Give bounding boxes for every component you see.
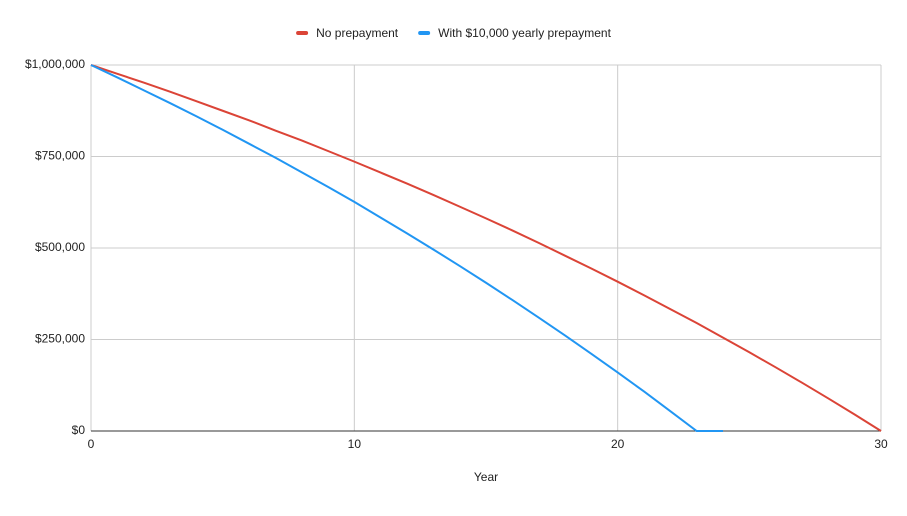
legend-swatch (418, 31, 431, 35)
x-tick-label: 20 (611, 437, 625, 451)
x-tick-label: 30 (874, 437, 888, 451)
y-tick-label: $0 (72, 423, 86, 437)
legend-item: With $10,000 yearly prepayment (418, 26, 612, 40)
line (90, 64, 882, 432)
x-tick-label: 10 (348, 437, 362, 451)
line (90, 64, 723, 432)
y-tick-label: $1,000,000 (25, 57, 85, 71)
legend-label: No prepayment (316, 26, 399, 40)
legend-label: With $10,000 yearly prepayment (438, 26, 611, 40)
x-tick-label: 0 (88, 437, 95, 451)
legend-item: No prepayment (296, 26, 399, 40)
y-tick-label: $250,000 (35, 332, 85, 346)
legend-swatch (296, 31, 309, 35)
y-tick-label: $500,000 (35, 240, 85, 254)
y-tick-label: $750,000 (35, 149, 85, 163)
x-axis-label: Year (474, 470, 498, 484)
